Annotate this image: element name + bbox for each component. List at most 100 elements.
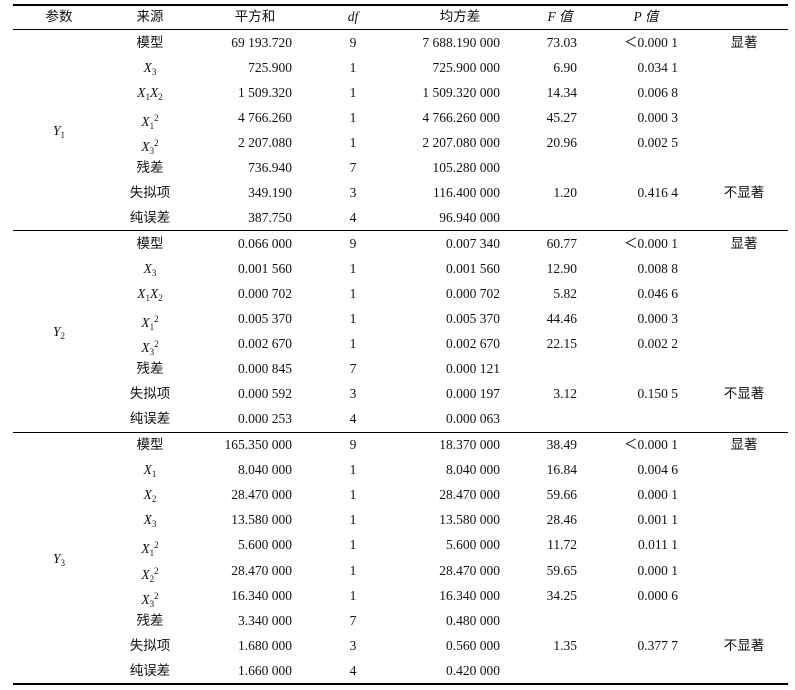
top-rule [13,4,788,6]
param-variable: Y3 [52,551,65,568]
df-cell: 1 [349,110,357,125]
source-cell: X12 [110,311,190,335]
sum-of-squares-cell: 387.750 [248,210,292,225]
source-variable: X12 [141,113,159,131]
sum-of-squares-cell: 0.000 702 [238,286,292,301]
param-variable: Y2 [52,324,65,341]
source-cell: 模型 [136,236,164,251]
sum-of-squares-cell: 2 207.080 [238,135,292,150]
header-rule [13,29,788,30]
source-cell: X1X2 [110,85,190,105]
f-value-cell: 22.15 [546,336,577,351]
source-cell: X12 [110,537,190,561]
mean-square-cell: 0.005 370 [446,311,500,326]
sum-of-squares-cell: 28.470 000 [231,562,292,578]
mean-square-cell: 7 688.190 000 [422,35,500,50]
sum-of-squares-cell: 0.002 670 [238,336,292,351]
header-p-value: P 值 [616,9,676,25]
significance-cell: 显著 [730,35,758,50]
significance-cell: 不显著 [723,185,765,200]
mean-square-cell: 0.000 197 [446,386,500,401]
f-value-cell: 28.46 [546,512,577,528]
df-cell: 3 [349,386,357,401]
p-value-cell: 0.034 1 [637,60,679,75]
source-cell: 失拟项 [129,386,171,401]
sum-of-squares-cell: 3.340 000 [238,612,292,628]
df-cell: 4 [349,662,357,678]
param-label: Y3 [44,551,74,571]
f-value-cell: 60.77 [546,236,577,251]
p-value-cell: 0.000 3 [637,110,679,125]
mean-square-cell: 0.000 063 [446,411,500,426]
source-cell: X2 [110,487,190,507]
param-label: Y2 [44,324,74,344]
df-cell: 7 [349,160,357,175]
df-cell: 1 [349,336,357,351]
f-value-cell: 3.12 [553,386,577,401]
source-cell: 失拟项 [129,637,171,653]
mean-square-cell: 0.420 000 [446,662,500,678]
mean-square-cell: 28.470 000 [439,487,500,503]
df-cell: 1 [349,512,357,528]
source-cell: 纯误差 [129,210,171,225]
source-variable: X22 [141,565,159,584]
p-value-cell: 0.002 5 [637,135,679,150]
f-value-cell: 12.90 [546,261,577,276]
source-variable: X32 [141,590,159,609]
source-variable: X2 [143,487,157,505]
p-value-cell: 0.008 8 [637,261,679,276]
param-variable: Y1 [52,123,65,140]
header-f-value: F 值 [530,9,590,25]
source-cell: 残差 [136,612,164,628]
df-cell: 1 [349,85,357,100]
f-value-cell: 16.84 [546,462,577,478]
p-value-cell: 0.046 6 [637,286,679,301]
source-cell: X32 [110,135,190,159]
sum-of-squares-cell: 0.000 592 [238,386,292,401]
df-cell: 1 [349,487,357,503]
sum-of-squares-cell: 725.900 [248,60,292,75]
source-cell: X1 [110,462,190,482]
source-cell: X3 [110,261,190,281]
df-cell: 4 [349,411,357,426]
df-cell: 1 [349,286,357,301]
df-cell: 1 [349,587,357,603]
mean-square-cell: 0.002 670 [446,336,500,351]
source-cell: X1X2 [110,286,190,306]
mean-square-cell: 13.580 000 [439,512,500,528]
header-sum-of-squares: 平方和 [234,9,276,24]
mean-square-cell: 0.001 560 [446,261,500,276]
p-value-cell: 0.416 4 [637,185,679,200]
source-variable: X32 [141,339,159,357]
df-cell: 1 [349,562,357,578]
source-cell: X22 [110,563,190,587]
sum-of-squares-cell: 0.005 370 [238,311,292,326]
f-value-cell: 20.96 [546,135,577,150]
sum-of-squares-cell: 1 509.320 [238,85,292,100]
p-value-cell: 0.011 1 [638,537,678,553]
sum-of-squares-cell: 8.040 000 [238,462,292,478]
header-f-text: F 值 [547,9,573,24]
p-value-cell: 0.001 1 [637,512,679,528]
source-variable: X1 [137,286,150,303]
df-cell: 1 [349,537,357,553]
df-cell: 9 [349,437,357,452]
p-value-cell: 0.000 1 [637,562,679,578]
mean-square-cell: 116.400 000 [433,185,500,200]
mean-square-cell: 0.000 702 [446,286,500,301]
sum-of-squares-cell: 0.000 253 [238,411,292,426]
sum-of-squares-cell: 0.001 560 [238,261,292,276]
source-cell: X32 [110,588,190,612]
source-variable: X3 [143,261,157,278]
mean-square-cell: 0.480 000 [446,612,500,628]
p-value-cell: 0.000 3 [637,311,679,326]
source-variable: X1 [137,85,150,102]
df-cell: 9 [349,236,357,251]
source-cell: 模型 [136,35,164,50]
f-value-cell: 45.27 [546,110,577,125]
mean-square-cell: 1 509.320 000 [422,85,500,100]
sum-of-squares-cell: 349.190 [248,185,292,200]
sum-of-squares-cell: 1.680 000 [238,637,292,653]
df-cell: 1 [349,261,357,276]
df-cell: 3 [349,185,357,200]
